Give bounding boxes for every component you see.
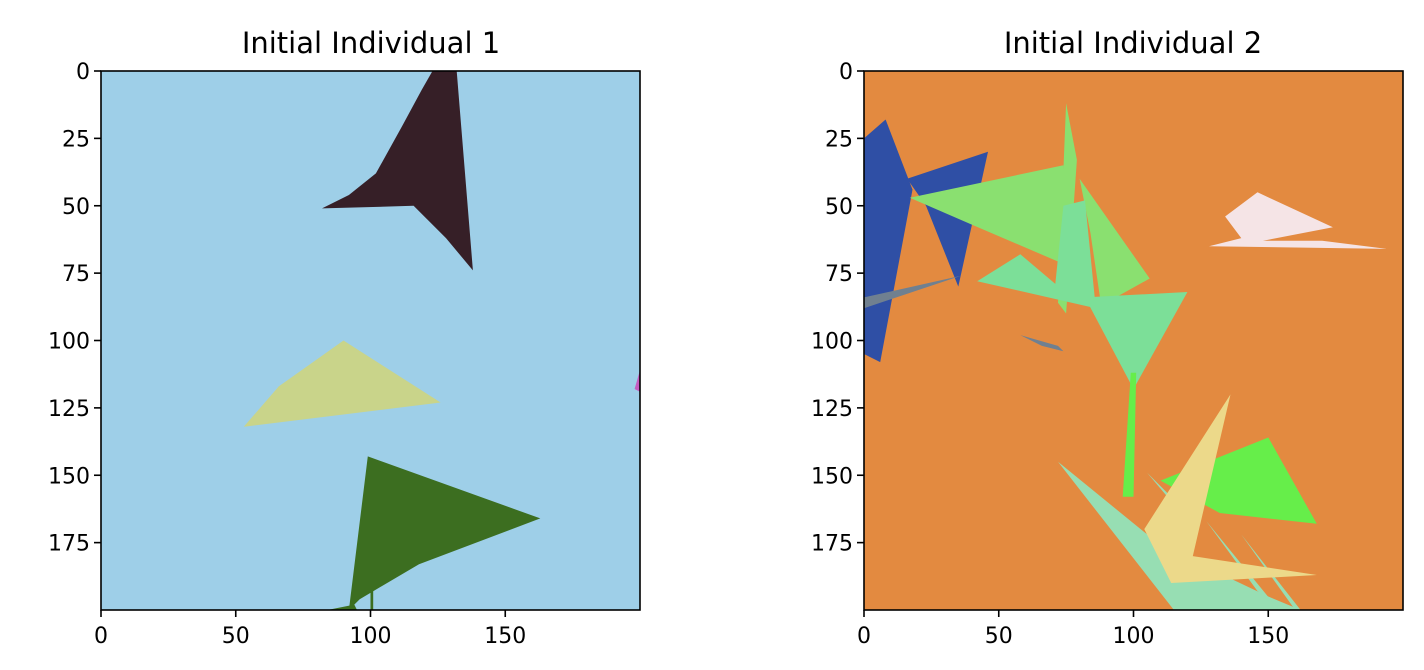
- image-shape-17: [1144, 394, 1317, 583]
- y-tick-label: 150: [48, 464, 90, 489]
- x-tick-label: 150: [1247, 624, 1289, 649]
- y-tick-label: 100: [48, 330, 90, 355]
- image-shape-11: [1122, 372, 1137, 497]
- image-shape-5: [370, 583, 374, 610]
- x-tick-label: 0: [857, 624, 871, 649]
- y-tick-label: 125: [811, 397, 853, 422]
- image-shape-7: [1079, 178, 1150, 306]
- image-shape-8: [977, 200, 1096, 309]
- image-plot-area: 0 50 100 150 0 25 50 75 100 125 150 175: [48, 60, 641, 649]
- panel-title: Initial Individual 1: [242, 26, 500, 60]
- y-tick-label: 75: [825, 262, 853, 287]
- y-tick-label: 175: [811, 532, 853, 557]
- panel-initial-individual-1: Initial Individual 1 0 50 100 150 0 25 50 75 100…: [48, 26, 641, 649]
- y-tick-label: 25: [62, 127, 90, 152]
- image-shape-1: [322, 71, 473, 271]
- image-shape-6: [634, 370, 640, 392]
- x-tick-label: 0: [94, 624, 108, 649]
- x-tick-label: 50: [222, 624, 250, 649]
- x-tick-label: 150: [484, 624, 526, 649]
- y-tick-label: 50: [825, 195, 853, 220]
- y-tick-label: 100: [811, 330, 853, 355]
- image-shape-2: [243, 340, 441, 427]
- y-tick-label: 125: [48, 397, 90, 422]
- x-tick-label: 100: [350, 624, 392, 649]
- image-shape-10: [1209, 192, 1387, 249]
- image-shape-4: [1020, 335, 1064, 352]
- image-shape-9: [1085, 292, 1188, 389]
- y-tick-label: 150: [811, 464, 853, 489]
- y-tick-label: 25: [825, 127, 853, 152]
- image-shape-3: [348, 456, 541, 610]
- image-shape-5: [909, 165, 1067, 265]
- image-shape-4: [327, 604, 357, 610]
- image-plot-area: 0 50 100 150 0 25 50 75 100 125 150 175: [811, 60, 1404, 649]
- image-shape-12: [1160, 437, 1317, 524]
- image-shape-3: [864, 275, 961, 309]
- x-tick-label: 50: [985, 624, 1013, 649]
- y-tick-label: 75: [62, 262, 90, 287]
- y-tick-label: 0: [839, 60, 853, 85]
- panel-title: Initial Individual 2: [1004, 26, 1262, 60]
- y-tick-label: 175: [48, 532, 90, 557]
- y-tick-label: 50: [62, 195, 90, 220]
- y-tick-label: 0: [76, 60, 90, 85]
- x-tick-label: 100: [1113, 624, 1155, 649]
- panel-initial-individual-2: Initial Individual 2 0 50 100 150 0 25 50 75 100…: [811, 26, 1404, 649]
